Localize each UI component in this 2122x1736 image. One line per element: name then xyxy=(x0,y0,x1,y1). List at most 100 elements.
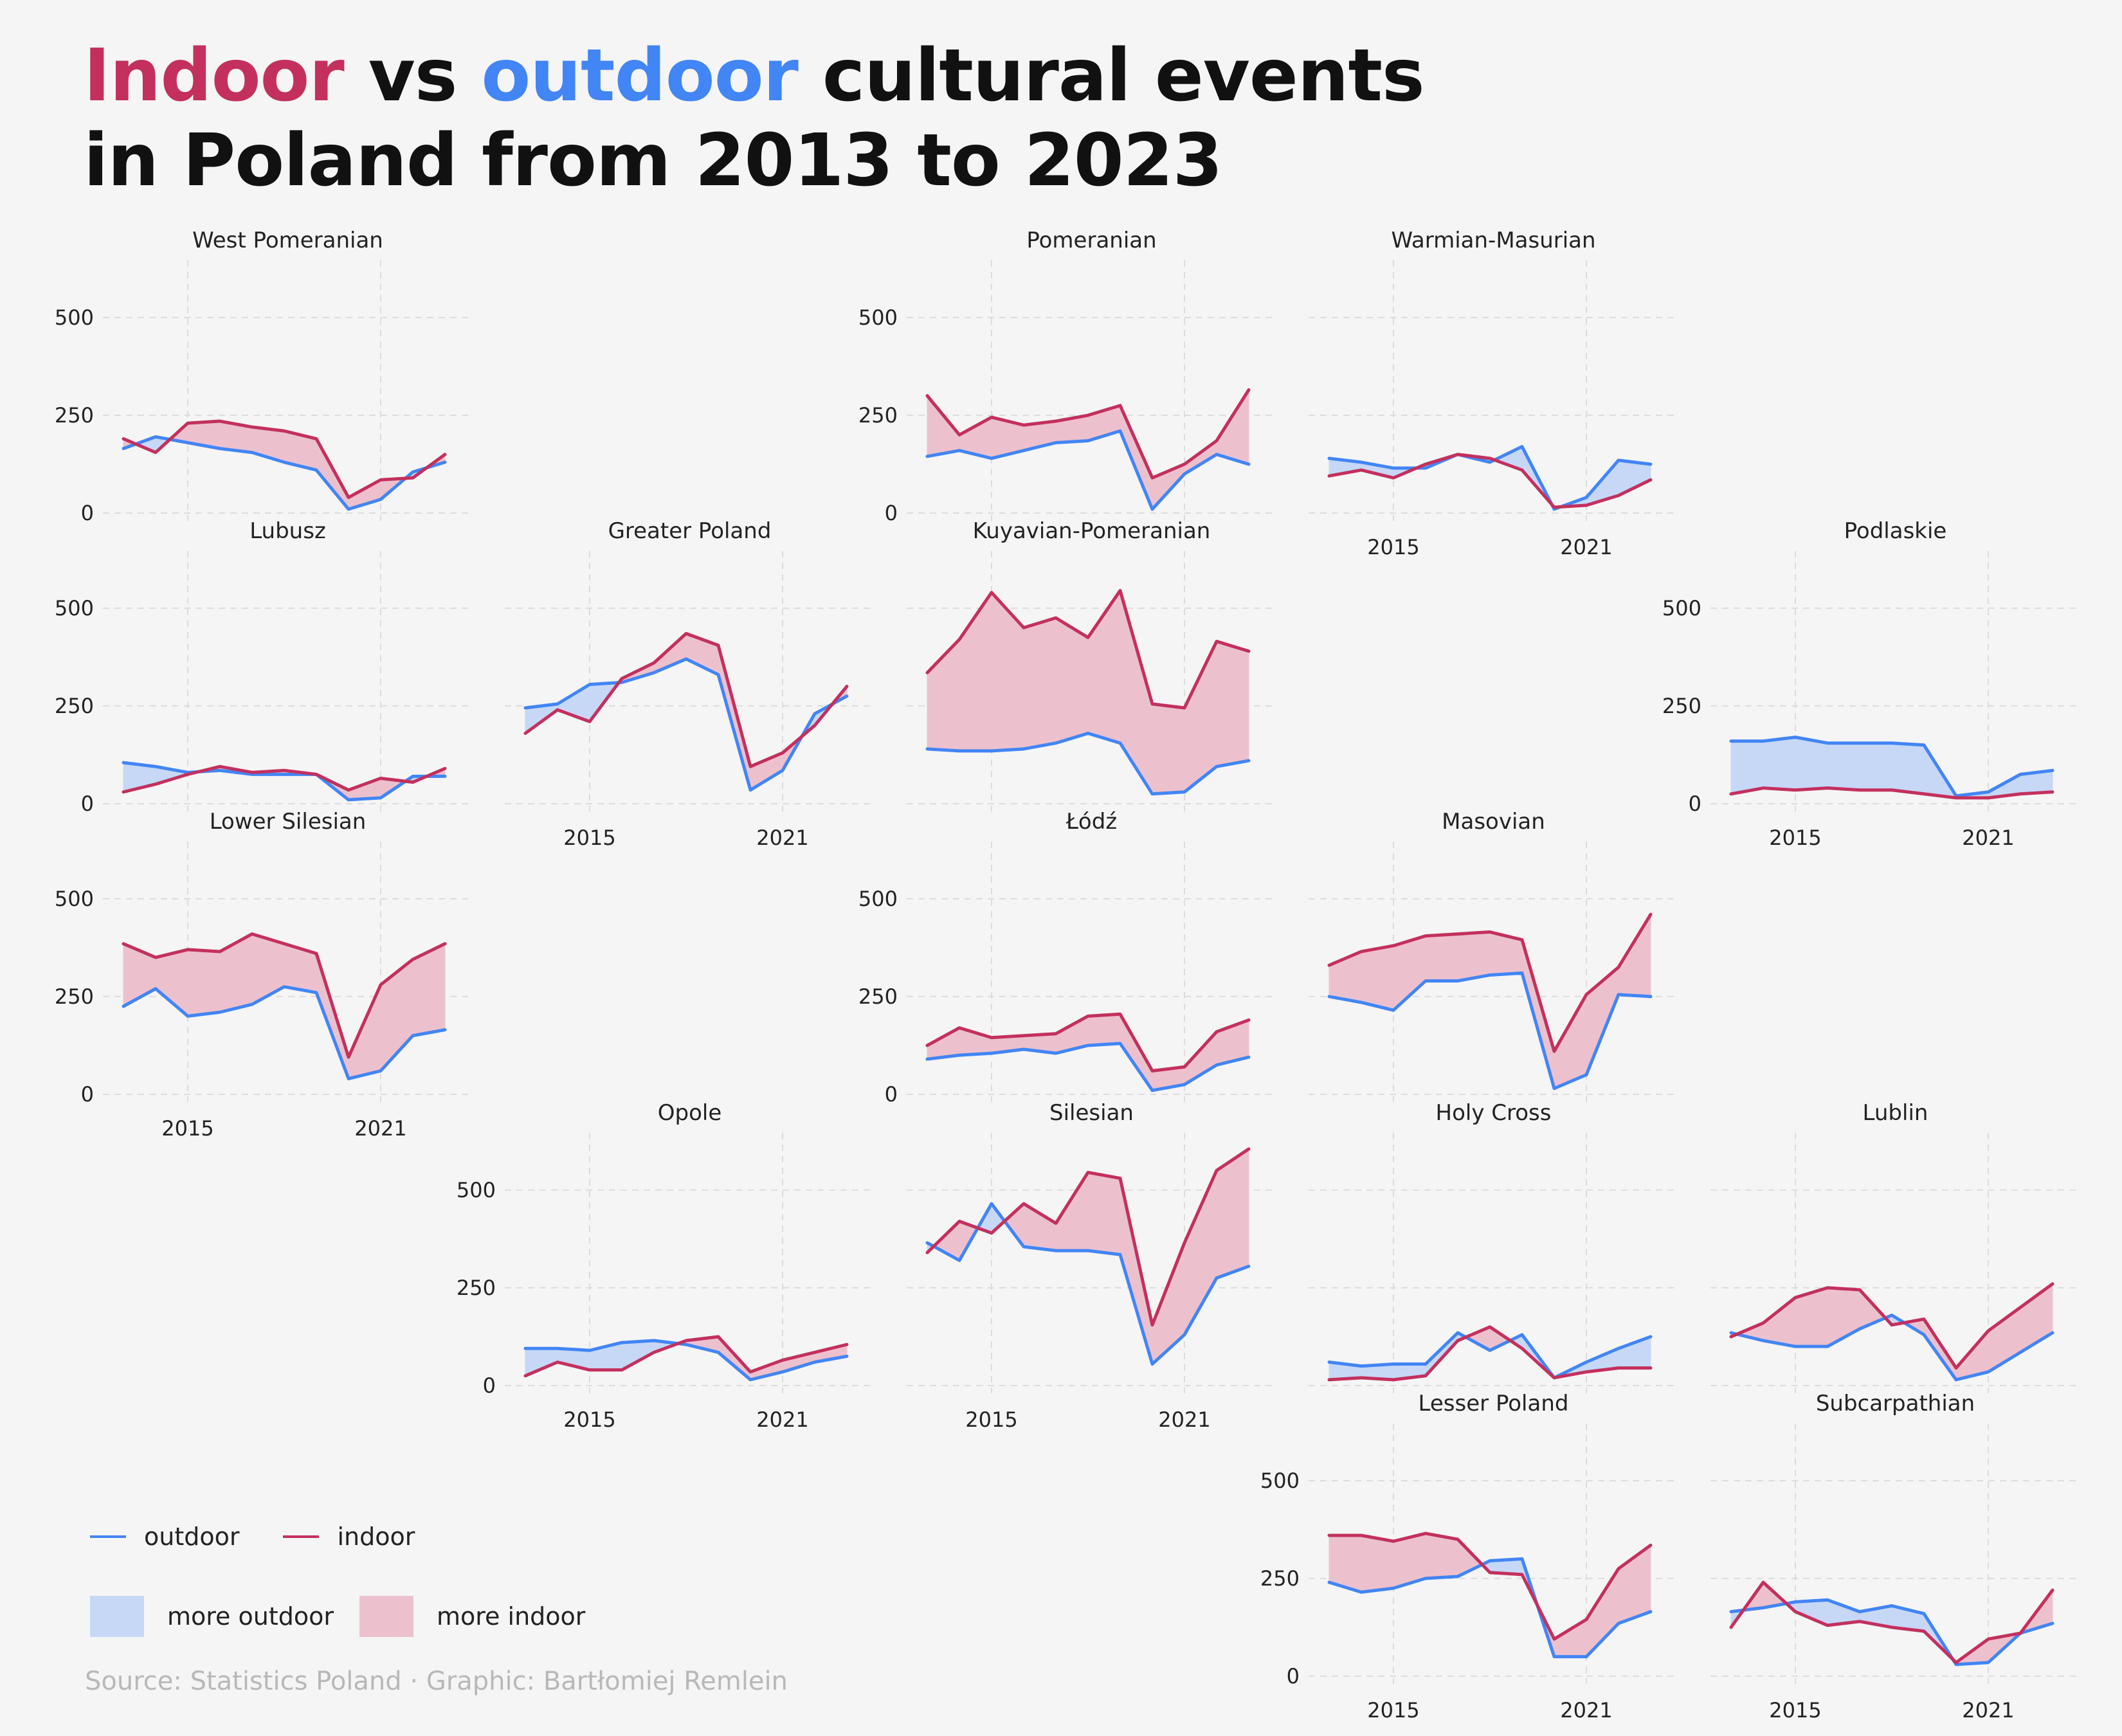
y-tick-label: 250 xyxy=(858,984,898,1009)
y-tick-label: 500 xyxy=(457,1178,496,1202)
x-tick-label: 2021 xyxy=(756,1407,808,1432)
more-outdoor-area xyxy=(1859,743,1892,791)
outdoor-series-line xyxy=(523,1339,849,1382)
y-tick-label: 500 xyxy=(858,887,898,911)
panel-podlaskie: Podlaskie 0 250 500 2015 2021 xyxy=(1662,518,2080,850)
panel-title: Opole xyxy=(658,1100,722,1126)
legend-more-indoor-swatch xyxy=(359,1596,413,1637)
panel-lublin: Lublin xyxy=(1710,1100,2080,1393)
outdoor-series-line xyxy=(122,761,447,802)
panel-title: Masovian xyxy=(1442,809,1545,835)
legend-indoor-swatch xyxy=(283,1535,320,1538)
source-credit: Source: Statistics Poland · Graphic: Bar… xyxy=(85,1667,788,1696)
x-tick-label: 2021 xyxy=(756,826,808,850)
outdoor-series-line xyxy=(1327,971,1653,1090)
y-tick-label: 250 xyxy=(55,984,94,1009)
more-indoor-area xyxy=(155,949,188,1017)
more-indoor-area xyxy=(1763,1297,1796,1347)
x-tick-label: 2021 xyxy=(1962,826,2014,850)
legend: outdoor indoor more outdoor more indoor xyxy=(90,1514,585,1639)
indoor-series-line xyxy=(523,1335,849,1378)
x-tick-label: 2021 xyxy=(1560,1698,1612,1722)
more-indoor-area xyxy=(1023,617,1056,750)
legend-more-outdoor-swatch xyxy=(90,1596,144,1637)
title-line-1: Indoor vs outdoor cultural events xyxy=(84,33,1425,118)
x-tick-label: 2021 xyxy=(354,1116,406,1141)
more-outdoor-area xyxy=(1795,736,1828,791)
outdoor-series-line xyxy=(122,435,447,511)
y-tick-label: 0 xyxy=(1689,791,1701,816)
more-outdoor-area xyxy=(1891,743,1925,795)
panel-lubusz: Lubusz 0 250 500 xyxy=(55,518,473,816)
indoor-series-line xyxy=(1327,453,1653,509)
y-tick-label: 500 xyxy=(55,596,94,620)
x-tick-label: 2021 xyxy=(1962,1698,2014,1722)
more-indoor-area xyxy=(1393,935,1426,1011)
x-tick-label: 2015 xyxy=(161,1116,213,1141)
indoor-series-line xyxy=(122,932,447,1059)
panel-opole: Opole 0 250 500 2015 2021 xyxy=(457,1100,875,1432)
y-tick-label: 500 xyxy=(1260,1469,1300,1493)
panel-warmian-masurian: Warmian-Masurian 2015 2021 xyxy=(1309,228,1678,559)
panel-title: Kuyavian-Pomeranian xyxy=(973,518,1211,544)
y-tick-label: 250 xyxy=(457,1276,496,1300)
y-tick-label: 250 xyxy=(1662,694,1701,718)
more-indoor-area xyxy=(1184,1170,1217,1336)
indoor-series-line xyxy=(925,1012,1251,1072)
indoor-series-line xyxy=(1327,1532,1653,1641)
more-outdoor-area xyxy=(525,1348,558,1377)
panel-title: Podlaskie xyxy=(1844,518,1947,544)
x-tick-label: 2015 xyxy=(1367,535,1419,559)
outdoor-series-line xyxy=(1729,736,2054,798)
title-line-1-rest: cultural events xyxy=(797,34,1425,118)
y-tick-label: 0 xyxy=(483,1373,496,1398)
panel-title: Pomeranian xyxy=(1026,228,1156,253)
more-indoor-area xyxy=(991,592,1024,752)
more-indoor-area xyxy=(219,933,253,1013)
panel-title: Greater Poland xyxy=(608,518,772,544)
indoor-series-line xyxy=(1729,1282,2054,1370)
y-tick-label: 250 xyxy=(55,694,94,718)
title-word-outdoor: outdoor xyxy=(481,34,799,118)
panel-title: Subcarpathian xyxy=(1816,1391,1975,1416)
outdoor-series-line xyxy=(523,657,849,792)
chart-title: Indoor vs outdoor cultural events in Pol… xyxy=(84,33,1425,203)
panel-subcarpathian: Subcarpathian 2015 2021 xyxy=(1710,1391,2080,1722)
y-tick-label: 250 xyxy=(858,403,898,428)
more-outdoor-area xyxy=(1763,737,1796,791)
indoor-series-line xyxy=(1327,1325,1653,1382)
panel-title: Lubusz xyxy=(249,518,326,544)
legend-outdoor-label: outdoor xyxy=(144,1523,240,1551)
panel-lodz: Łódź 0 250 500 xyxy=(858,809,1276,1107)
indoor-series-line xyxy=(925,388,1251,480)
indoor-series-line xyxy=(925,1147,1251,1327)
outdoor-series-line xyxy=(1327,1331,1653,1380)
y-tick-label: 0 xyxy=(885,1082,898,1107)
title-word-vs: vs xyxy=(343,34,482,118)
outdoor-series-line xyxy=(1327,1557,1653,1659)
more-outdoor-area xyxy=(1827,743,1860,791)
more-indoor-area xyxy=(927,395,960,457)
more-indoor-area xyxy=(1361,945,1394,1011)
y-tick-label: 0 xyxy=(81,1082,94,1107)
panel-lower-silesian: Lower Silesian 0 250 500 2015 2021 xyxy=(55,809,473,1141)
panel-west-pomeranian: West Pomeranian 0 250 500 xyxy=(55,228,473,525)
more-indoor-area xyxy=(1087,1013,1121,1046)
more-indoor-area xyxy=(1216,388,1249,465)
more-indoor-area xyxy=(1023,1203,1056,1251)
x-tick-label: 2015 xyxy=(563,826,615,850)
more-indoor-area xyxy=(1055,1171,1089,1251)
panel-greater-poland: Greater Poland 2015 2021 xyxy=(505,518,875,850)
legend-fills-row: more outdoor more indoor xyxy=(90,1594,585,1639)
outdoor-series-line xyxy=(925,1202,1251,1366)
indoor-series-line xyxy=(1729,786,2054,800)
more-indoor-area xyxy=(1055,617,1089,744)
y-tick-label: 500 xyxy=(1662,596,1701,620)
more-indoor-area xyxy=(187,949,221,1017)
more-indoor-area xyxy=(1087,1171,1121,1255)
indoor-series-line xyxy=(1327,912,1653,1053)
x-tick-label: 2021 xyxy=(1158,1407,1210,1432)
y-tick-label: 500 xyxy=(55,305,94,330)
more-indoor-area xyxy=(1425,1533,1458,1579)
